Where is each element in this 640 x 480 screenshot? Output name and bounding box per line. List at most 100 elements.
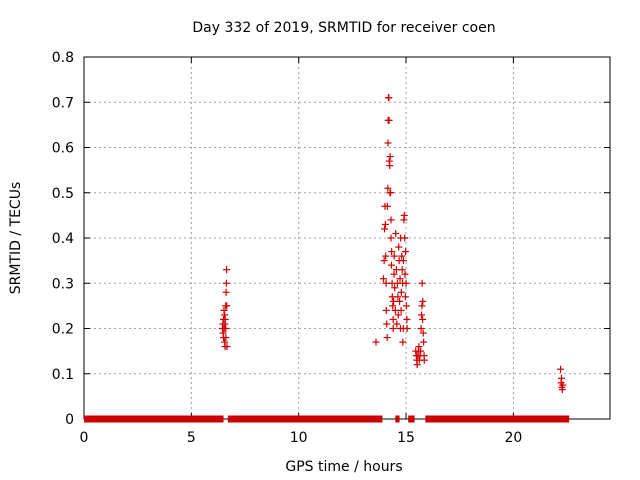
data-point — [559, 381, 567, 389]
x-axis-ticks: 0 5 10 15 20 — [80, 57, 522, 446]
plot-frame — [83, 56, 611, 420]
data-point — [395, 243, 403, 251]
data-point — [396, 297, 404, 305]
chart-title: Day 332 of 2019, SRMTID for receiver coe… — [192, 20, 495, 36]
x-tick-label: 15 — [397, 430, 415, 446]
data-point — [394, 293, 402, 301]
data-point — [223, 302, 231, 310]
zero-value-marker-run — [408, 415, 415, 423]
data-point — [396, 275, 404, 283]
data-point — [389, 302, 397, 310]
y-tick-label: 0 — [65, 412, 74, 428]
data-point — [399, 338, 407, 346]
data-point — [397, 288, 405, 296]
data-point — [382, 252, 390, 260]
data-point — [417, 347, 425, 355]
data-point — [389, 325, 397, 332]
zero-value-marker-run — [395, 415, 400, 423]
data-point — [403, 315, 411, 323]
zero-value-marker-run — [425, 415, 570, 423]
y-axis-label: SRMTID / TECUs — [8, 182, 24, 295]
data-point — [389, 315, 397, 323]
y-tick-label: 0.5 — [52, 186, 74, 202]
data-point — [221, 315, 229, 323]
data-point — [221, 311, 229, 319]
data-point — [397, 306, 405, 314]
data-point — [419, 315, 427, 323]
data-point — [390, 270, 398, 278]
data-point — [387, 216, 395, 224]
data-point — [383, 320, 391, 328]
data-point — [386, 153, 394, 161]
data-point — [391, 284, 399, 292]
y-axis-ticks: 0 0.1 0.2 0.3 0.4 0.5 0.6 0.7 0.8 — [52, 50, 610, 428]
data-point — [415, 343, 423, 351]
grid — [84, 57, 610, 419]
data-point — [401, 293, 409, 301]
data-point — [398, 252, 406, 260]
data-point — [223, 266, 231, 274]
data-point — [382, 306, 390, 314]
data-point — [222, 288, 230, 296]
data-point — [223, 343, 231, 351]
y-tick-label: 0.2 — [52, 322, 74, 338]
data-point — [220, 306, 228, 314]
data-point — [417, 325, 425, 332]
data-point — [387, 234, 395, 242]
data-point — [400, 211, 408, 219]
zero-value-marker-run — [84, 415, 224, 423]
data-point — [222, 334, 230, 342]
data-point — [384, 184, 392, 192]
data-point — [381, 220, 389, 228]
data-point — [557, 365, 565, 373]
data-point — [399, 257, 407, 265]
data-point — [401, 270, 409, 278]
data-point — [388, 248, 396, 256]
data-point — [382, 279, 390, 287]
y-tick-label: 0.7 — [52, 95, 74, 111]
data-points — [218, 94, 567, 394]
data-point — [385, 94, 393, 102]
data-point — [557, 374, 565, 382]
data-point — [393, 320, 401, 328]
x-tick-label: 20 — [504, 430, 522, 446]
zero-value-marker-run — [227, 415, 383, 423]
x-tick-label: 0 — [80, 430, 89, 446]
data-point — [420, 338, 428, 346]
data-point — [420, 356, 428, 364]
data-point — [390, 297, 398, 305]
data-point — [385, 116, 393, 124]
data-point — [413, 361, 421, 369]
data-point — [372, 338, 380, 346]
data-point — [419, 329, 427, 337]
data-point — [394, 311, 402, 319]
data-point — [381, 225, 389, 233]
data-point — [222, 279, 230, 287]
zero-baseline-markers — [84, 415, 570, 423]
data-point — [222, 325, 230, 332]
x-tick-label: 5 — [187, 430, 196, 446]
data-point — [419, 297, 427, 305]
data-point — [383, 334, 391, 342]
data-point — [383, 202, 391, 210]
data-point — [398, 266, 406, 274]
x-tick-label: 10 — [290, 430, 308, 446]
data-point — [379, 275, 387, 283]
y-tick-label: 0.3 — [52, 276, 74, 292]
data-point — [390, 252, 398, 260]
data-point — [417, 311, 425, 319]
data-point — [402, 279, 410, 287]
data-point — [402, 302, 410, 310]
y-tick-label: 0.4 — [52, 231, 74, 247]
data-point — [418, 279, 426, 287]
data-point — [418, 302, 426, 310]
data-point — [387, 261, 395, 269]
x-axis-label: GPS time / hours — [285, 459, 402, 475]
data-point — [380, 257, 388, 265]
data-point — [384, 139, 392, 147]
data-point — [386, 162, 394, 170]
data-point — [387, 189, 395, 197]
data-point — [401, 234, 409, 242]
y-tick-label: 0.6 — [52, 141, 74, 157]
